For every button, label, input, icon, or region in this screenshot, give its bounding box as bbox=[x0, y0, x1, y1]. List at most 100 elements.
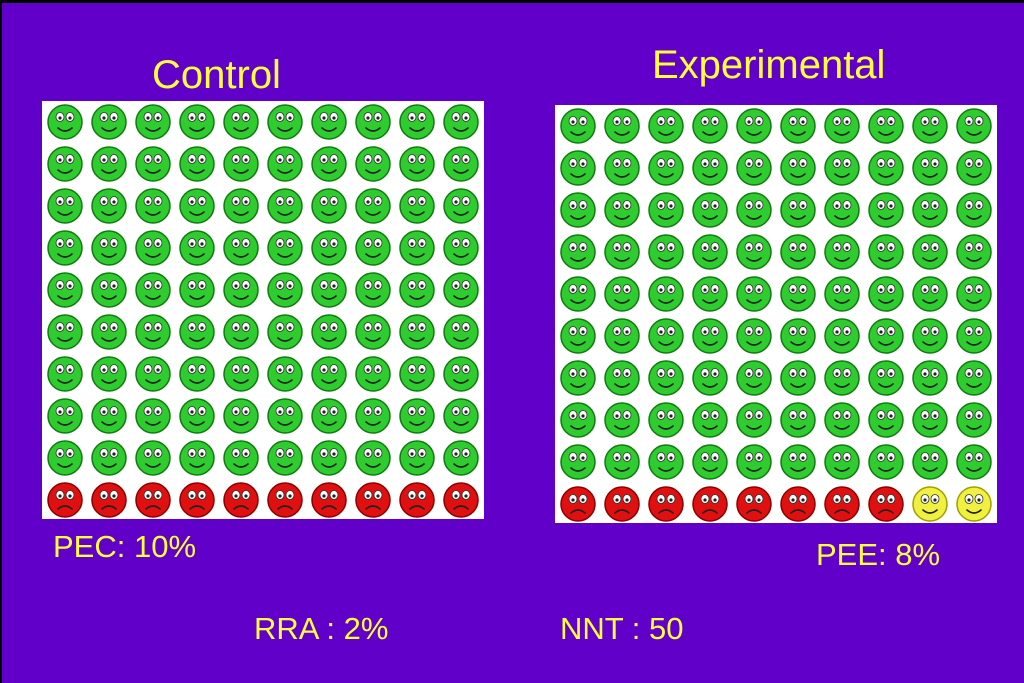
smiley-face-green-icon bbox=[732, 441, 776, 483]
smiley-face-green-icon bbox=[175, 353, 219, 395]
smiley-face-green-icon bbox=[43, 143, 87, 185]
smiley-face-green-icon bbox=[600, 273, 644, 315]
smiley-face-green-icon bbox=[439, 437, 483, 479]
smiley-face-green-icon bbox=[395, 101, 439, 143]
smiley-face-green-icon bbox=[351, 143, 395, 185]
smiley-face-green-icon bbox=[556, 357, 600, 399]
smiley-face-green-icon bbox=[776, 231, 820, 273]
smiley-face-green-icon bbox=[43, 353, 87, 395]
smiley-face-green-icon bbox=[351, 437, 395, 479]
frowning-face-red-icon bbox=[351, 479, 395, 521]
smiley-face-green-icon bbox=[131, 269, 175, 311]
smiley-face-green-icon bbox=[263, 311, 307, 353]
smiley-face-green-icon bbox=[263, 269, 307, 311]
smiley-face-green-icon bbox=[351, 227, 395, 269]
smiley-face-green-icon bbox=[395, 311, 439, 353]
smiley-face-green-icon bbox=[732, 273, 776, 315]
smiley-face-green-icon bbox=[908, 231, 952, 273]
frowning-face-red-icon bbox=[688, 483, 732, 525]
smiley-face-green-icon bbox=[175, 101, 219, 143]
frowning-face-red-icon bbox=[732, 483, 776, 525]
smiley-face-green-icon bbox=[351, 395, 395, 437]
smiley-face-green-icon bbox=[776, 315, 820, 357]
smiley-face-green-icon bbox=[395, 185, 439, 227]
smiley-face-green-icon bbox=[175, 185, 219, 227]
smiley-face-green-icon bbox=[131, 227, 175, 269]
smiley-face-green-icon bbox=[43, 101, 87, 143]
experimental-face-grid bbox=[555, 105, 997, 523]
smiley-face-green-icon bbox=[864, 441, 908, 483]
smiley-face-green-icon bbox=[600, 399, 644, 441]
smiley-face-green-icon bbox=[263, 143, 307, 185]
smiley-face-green-icon bbox=[908, 147, 952, 189]
smiley-face-green-icon bbox=[175, 395, 219, 437]
smiley-face-green-icon bbox=[864, 273, 908, 315]
smiley-face-green-icon bbox=[644, 189, 688, 231]
smiley-face-green-icon bbox=[219, 437, 263, 479]
smiley-face-green-icon bbox=[307, 353, 351, 395]
smiley-face-green-icon bbox=[87, 311, 131, 353]
smiley-face-green-icon bbox=[864, 399, 908, 441]
frowning-face-red-icon bbox=[820, 483, 864, 525]
smiley-face-green-icon bbox=[688, 357, 732, 399]
smiley-face-green-icon bbox=[776, 147, 820, 189]
smiley-face-green-icon bbox=[732, 147, 776, 189]
smiley-face-green-icon bbox=[263, 395, 307, 437]
smiley-face-green-icon bbox=[776, 357, 820, 399]
frowning-face-red-icon bbox=[600, 483, 644, 525]
smiley-face-green-icon bbox=[43, 269, 87, 311]
smiley-face-green-icon bbox=[600, 315, 644, 357]
smiley-face-green-icon bbox=[952, 105, 996, 147]
smiley-face-green-icon bbox=[43, 311, 87, 353]
frowning-face-red-icon bbox=[43, 479, 87, 521]
smiley-face-green-icon bbox=[219, 101, 263, 143]
smiley-face-green-icon bbox=[87, 227, 131, 269]
smiley-face-green-icon bbox=[952, 399, 996, 441]
smiley-face-green-icon bbox=[908, 315, 952, 357]
smiley-face-green-icon bbox=[732, 105, 776, 147]
control-face-grid bbox=[42, 101, 484, 519]
smiley-face-green-icon bbox=[219, 185, 263, 227]
smiley-face-green-icon bbox=[263, 227, 307, 269]
frowning-face-red-icon bbox=[175, 479, 219, 521]
smiley-face-green-icon bbox=[131, 311, 175, 353]
smiley-face-green-icon bbox=[351, 269, 395, 311]
smiley-face-green-icon bbox=[175, 269, 219, 311]
smiley-face-green-icon bbox=[131, 437, 175, 479]
smiley-face-green-icon bbox=[351, 311, 395, 353]
smiley-face-green-icon bbox=[556, 147, 600, 189]
smiley-face-green-icon bbox=[688, 105, 732, 147]
smiley-face-green-icon bbox=[439, 227, 483, 269]
smiley-face-green-icon bbox=[439, 101, 483, 143]
smiley-face-green-icon bbox=[732, 231, 776, 273]
smiley-face-green-icon bbox=[688, 315, 732, 357]
rra-label: RRA : 2% bbox=[254, 611, 389, 646]
smiley-face-green-icon bbox=[644, 231, 688, 273]
smiley-face-green-icon bbox=[908, 399, 952, 441]
smiley-face-green-icon bbox=[219, 311, 263, 353]
smiley-face-green-icon bbox=[263, 437, 307, 479]
smiley-face-green-icon bbox=[307, 437, 351, 479]
smiley-face-green-icon bbox=[439, 269, 483, 311]
smiley-face-green-icon bbox=[395, 437, 439, 479]
smiley-face-green-icon bbox=[864, 105, 908, 147]
frowning-face-red-icon bbox=[263, 479, 307, 521]
smiley-face-green-icon bbox=[644, 441, 688, 483]
smiley-face-green-icon bbox=[263, 353, 307, 395]
smiley-face-green-icon bbox=[556, 231, 600, 273]
smiley-face-green-icon bbox=[219, 269, 263, 311]
smiley-face-green-icon bbox=[87, 395, 131, 437]
smiley-face-green-icon bbox=[87, 353, 131, 395]
frowning-face-red-icon bbox=[307, 479, 351, 521]
pee-label: PEE: 8% bbox=[816, 537, 941, 572]
smiley-face-green-icon bbox=[439, 395, 483, 437]
nnt-label: NNT : 50 bbox=[560, 611, 684, 646]
smiley-face-green-icon bbox=[908, 357, 952, 399]
smiley-face-green-icon bbox=[439, 353, 483, 395]
frowning-face-red-icon bbox=[644, 483, 688, 525]
pec-label: PEC: 10% bbox=[53, 529, 197, 564]
smiley-face-green-icon bbox=[556, 441, 600, 483]
smiley-face-green-icon bbox=[131, 143, 175, 185]
smiley-face-green-icon bbox=[644, 357, 688, 399]
frowning-face-red-icon bbox=[395, 479, 439, 521]
